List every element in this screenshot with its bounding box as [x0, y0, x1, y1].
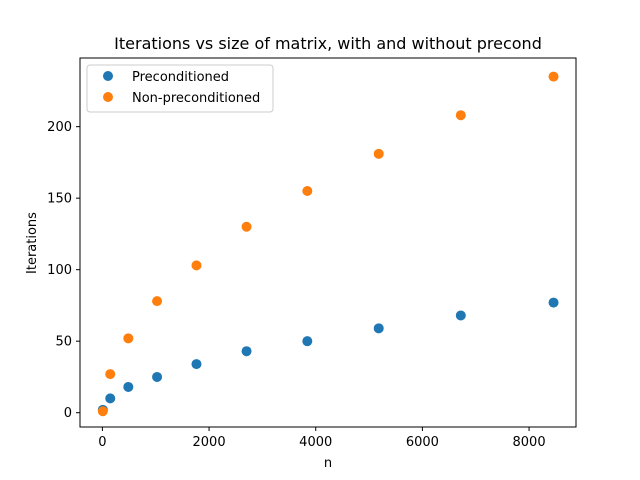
data-point-non-preconditioned — [105, 369, 116, 380]
y-tick-label: 50 — [55, 335, 72, 350]
x-axis-label: n — [324, 456, 332, 471]
legend-box — [86, 64, 274, 113]
data-point-non-preconditioned — [455, 110, 466, 121]
y-tick-label: 0 — [64, 406, 72, 421]
plot-marks — [97, 71, 559, 417]
y-tick-label: 200 — [47, 120, 72, 135]
data-point-preconditioned — [105, 393, 116, 404]
chart-title: Iterations vs size of matrix, with and w… — [114, 34, 542, 53]
axis-ticks: 0 2000 4000 6000 8000 0 50 100 150 200 — [47, 120, 545, 450]
legend-label-non-preconditioned: Non-preconditioned — [132, 91, 260, 106]
x-tick-label: 4000 — [299, 435, 332, 450]
data-point-non-preconditioned — [97, 406, 108, 417]
data-point-preconditioned — [152, 371, 163, 382]
y-tick-label: 100 — [47, 263, 72, 278]
data-point-preconditioned — [191, 359, 202, 370]
data-point-non-preconditioned — [302, 186, 313, 197]
legend-label-preconditioned: Preconditioned — [132, 70, 229, 85]
x-tick-label: 2000 — [193, 435, 226, 450]
data-point-non-preconditioned — [152, 296, 163, 307]
data-point-preconditioned — [373, 323, 384, 334]
legend-marker-preconditioned — [103, 71, 113, 81]
data-point-preconditioned — [241, 346, 252, 357]
data-point-preconditioned — [123, 381, 134, 392]
data-point-non-preconditioned — [548, 71, 559, 82]
data-point-non-preconditioned — [123, 333, 134, 344]
plot-area-frame — [79, 57, 577, 428]
data-point-non-preconditioned — [241, 221, 252, 232]
legend-marker-non-preconditioned — [103, 92, 113, 102]
y-tick-label: 150 — [47, 192, 72, 207]
data-point-preconditioned — [302, 336, 313, 347]
legend: Preconditioned Non-preconditioned — [86, 64, 274, 113]
data-point-non-preconditioned — [191, 260, 202, 271]
y-axis-label: Iterations — [25, 212, 40, 274]
data-point-preconditioned — [548, 297, 559, 308]
x-tick-label: 6000 — [406, 435, 439, 450]
x-tick-label: 0 — [98, 435, 106, 450]
data-point-preconditioned — [455, 310, 466, 321]
data-point-non-preconditioned — [373, 148, 384, 159]
x-tick-label: 8000 — [513, 435, 546, 450]
